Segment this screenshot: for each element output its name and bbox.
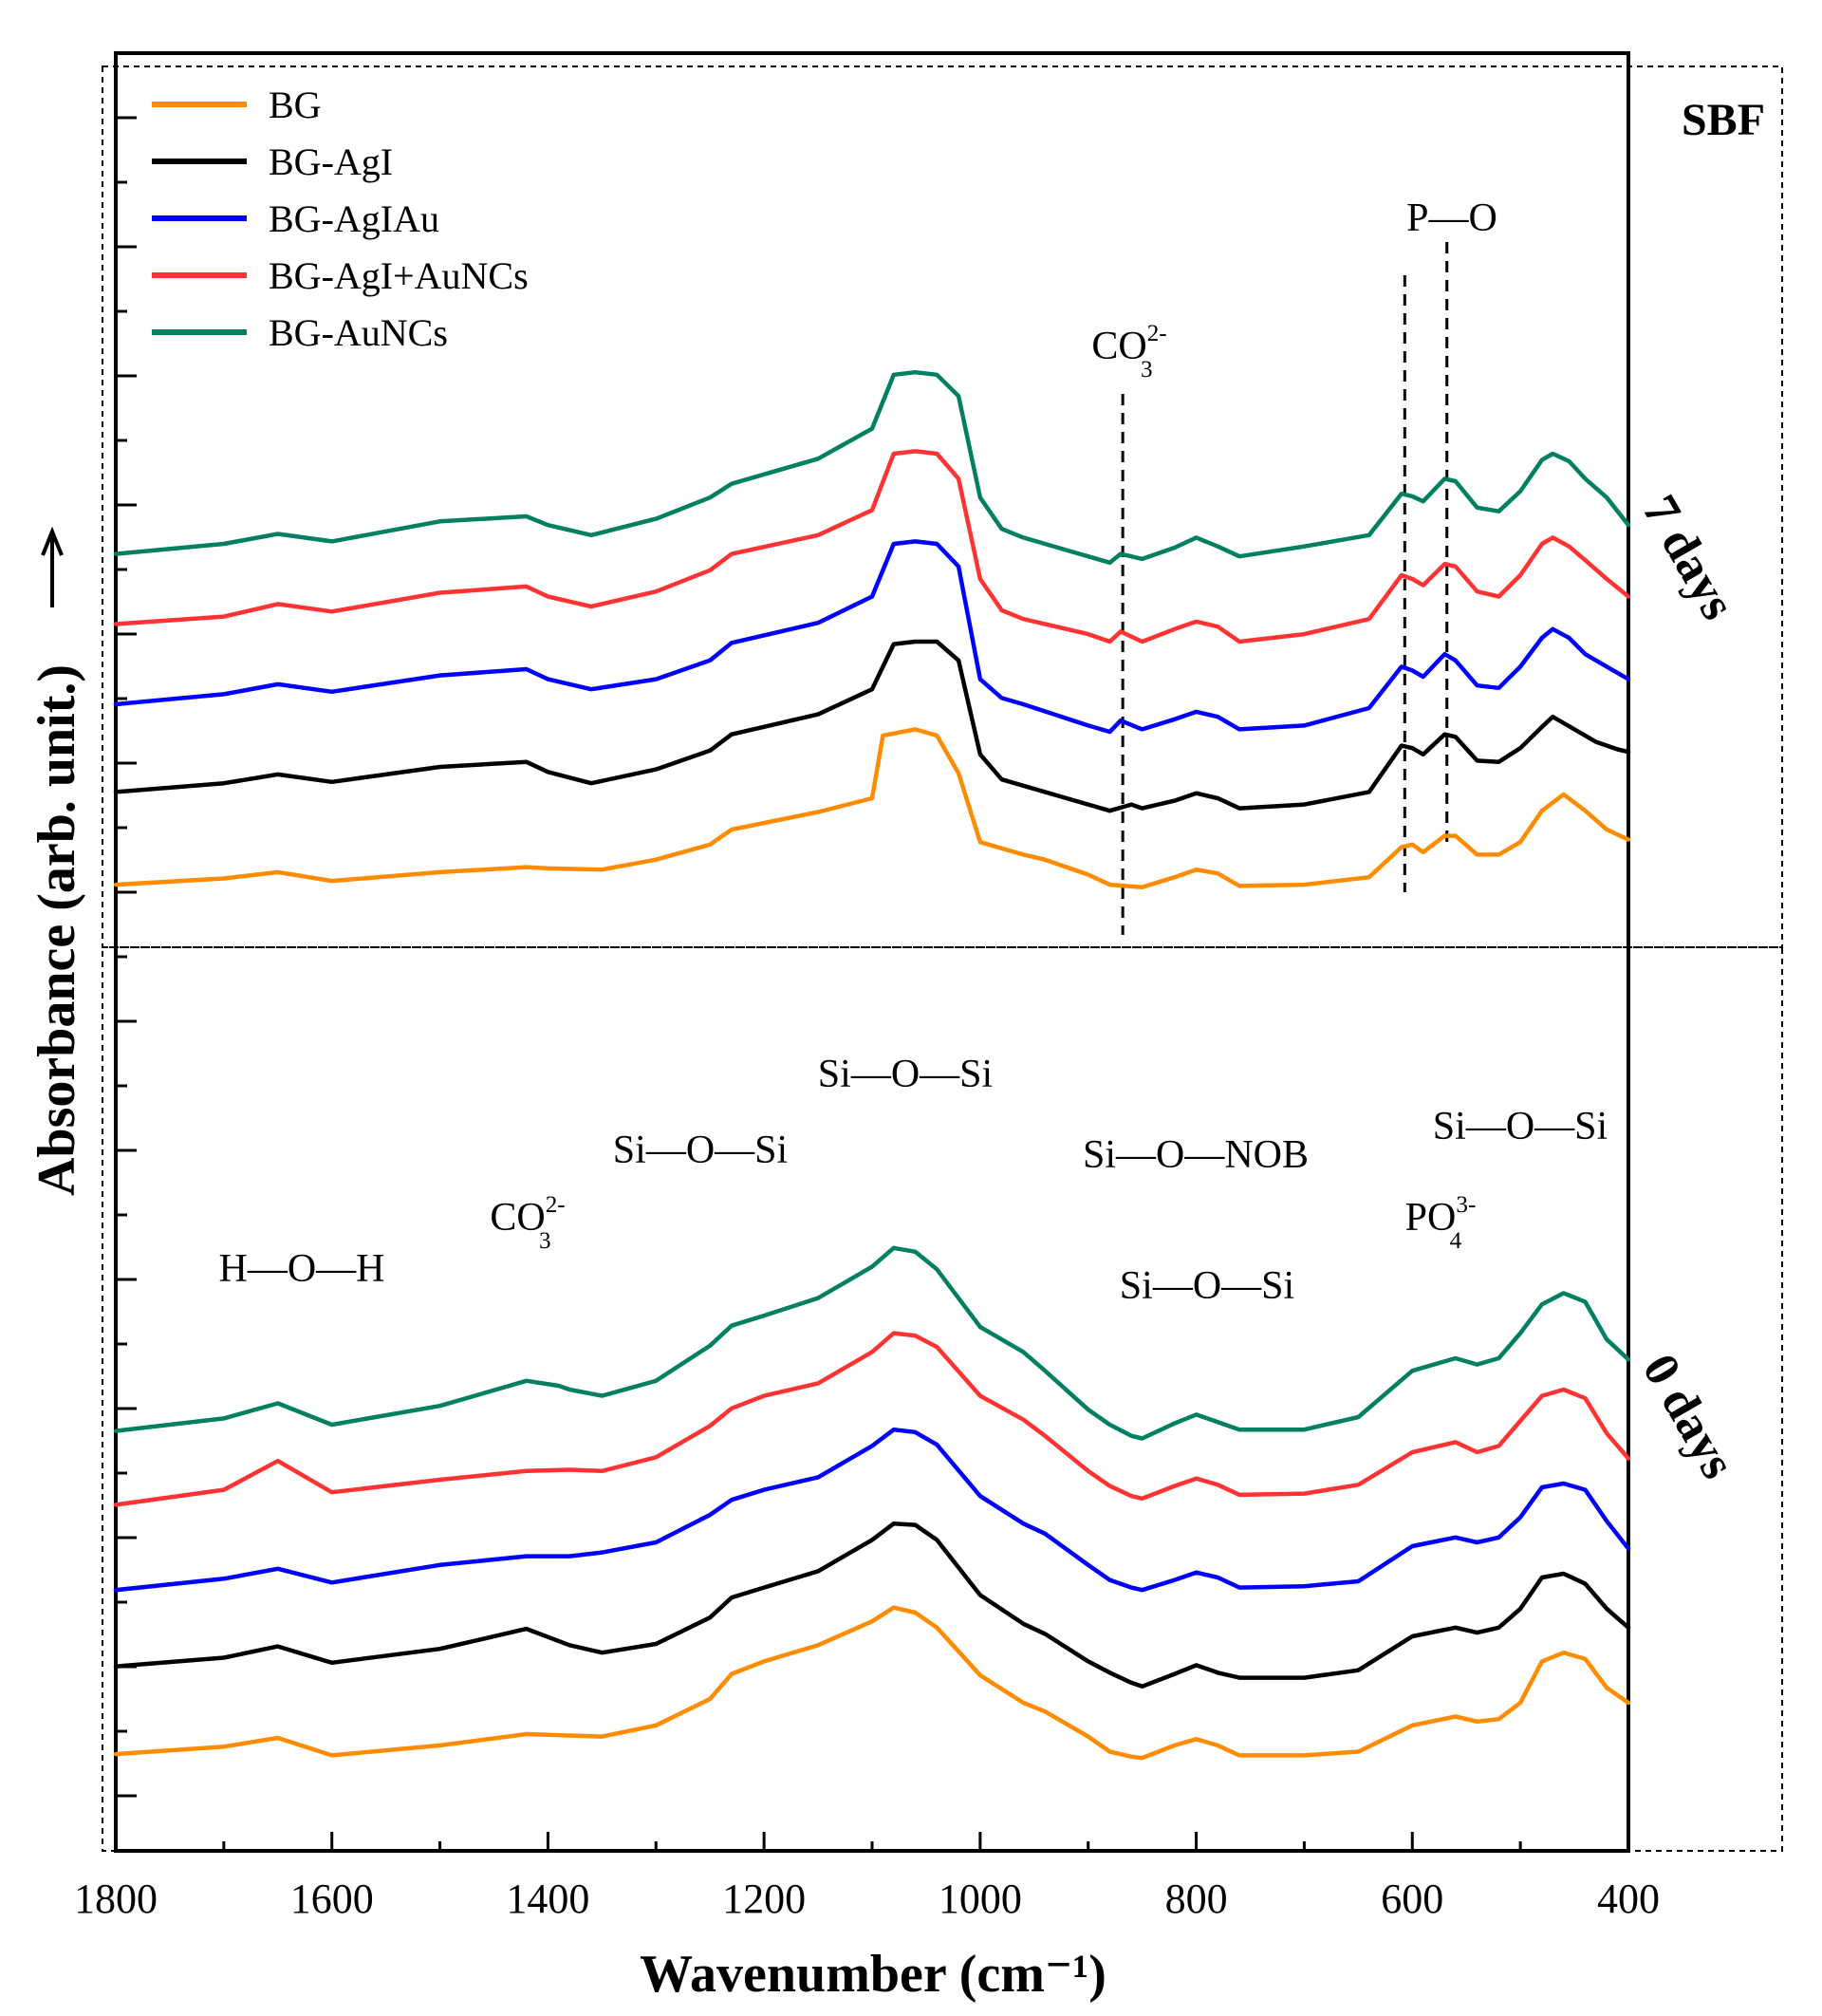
series-line-bg-agi-auncs [113, 449, 1631, 644]
peak-label: Si—O—NOB [1083, 1133, 1309, 1177]
series-line-bg-agi [113, 1521, 1631, 1689]
x-tick-label: 1800 [74, 1876, 158, 1922]
panel-label-top: 7 days [1632, 487, 1745, 629]
x-tick-label: 800 [1165, 1876, 1228, 1922]
series-line-bg-agi-auncs [113, 1331, 1631, 1507]
x-axis-ticks: 1800 1600 1400 1200 1000 800 600 400 [74, 1832, 1660, 1922]
y-axis-arrow [41, 526, 64, 607]
peak-label: P—O [1406, 196, 1497, 240]
legend-label: BG-AgI [269, 140, 393, 183]
peak-label: CO2-3 [1091, 321, 1166, 383]
y-axis-title: Absorbance (arb. unit.) [28, 664, 86, 1196]
series-group-7-days [113, 369, 1631, 889]
series-line-bg-agi [113, 639, 1631, 813]
legend: BG BG-AgI BG-AgIAu BG-AgI+AuNCs BG-AuNCs [152, 84, 529, 354]
legend-label: BG-AgI+AuNCs [269, 254, 529, 297]
x-tick-label: 1400 [506, 1876, 589, 1922]
series-line-bg-agiau [113, 1427, 1631, 1593]
peak-label: Si—O—Si [1120, 1264, 1294, 1308]
x-tick-label: 1200 [722, 1876, 806, 1922]
peak-annotations: CO2-3 P—O H—O—H CO2-3 Si—O—Si Si—O—Si Si—O—NOB… [219, 196, 1608, 1308]
peak-label: Si—O—Si [1433, 1105, 1608, 1148]
x-tick-label: 1000 [939, 1876, 1022, 1922]
series-line-bg [113, 727, 1631, 889]
panel-label-bottom: 0 days [1632, 1346, 1745, 1488]
series-line-bg-agiau [113, 539, 1631, 735]
peak-label: CO2-3 [490, 1192, 565, 1254]
x-axis-title: Wavenumber (cm⁻¹) [640, 1945, 1106, 2004]
peak-label: Si—O—Si [613, 1129, 788, 1172]
series-group-0-days [113, 1245, 1631, 1761]
peak-label: PO3-4 [1405, 1192, 1477, 1254]
series-line-bg-auncs [113, 1245, 1631, 1441]
x-tick-label: 600 [1381, 1876, 1443, 1922]
legend-label: BG-AuNCs [269, 311, 448, 354]
medium-label: SBF [1682, 95, 1765, 145]
peak-label: Si—O—Si [818, 1053, 993, 1096]
series-line-bg-auncs [113, 369, 1631, 566]
x-tick-label: 400 [1597, 1876, 1660, 1922]
outer-frame-top-dashed [102, 65, 1783, 948]
y-axis-ticks [116, 116, 137, 1798]
legend-label: BG [269, 84, 322, 126]
peak-label: H—O—H [219, 1247, 385, 1291]
annotation-lines [1121, 242, 1449, 935]
series-line-bg [113, 1605, 1631, 1761]
x-tick-label: 1600 [290, 1876, 374, 1922]
legend-label: BG-AgIAu [269, 197, 439, 240]
outer-frame-bottom-dashed [102, 946, 1783, 1852]
